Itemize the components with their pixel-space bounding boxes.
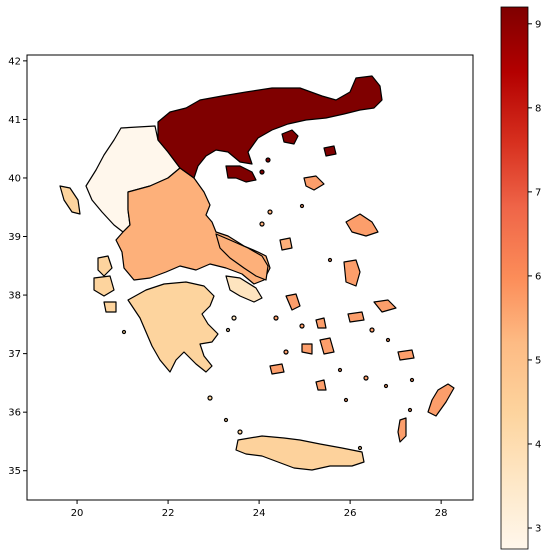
colorbar-tick-label: 8 xyxy=(535,103,541,114)
islet xyxy=(238,430,242,434)
islet xyxy=(225,419,228,422)
x-axis: 20 22 24 26 28 xyxy=(71,500,448,519)
colorbar-tick-label: 5 xyxy=(535,355,541,366)
islet xyxy=(345,399,348,402)
y-tick-label: 36 xyxy=(8,408,21,419)
islet xyxy=(359,447,362,450)
x-tick-label: 20 xyxy=(71,508,84,519)
islet xyxy=(329,259,332,262)
islet xyxy=(268,210,272,214)
x-tick-label: 24 xyxy=(253,508,266,519)
islet xyxy=(284,350,288,354)
region-aegean-paros xyxy=(302,344,312,354)
colorbar-axis: 3 4 5 6 7 8 9 xyxy=(528,19,541,534)
region-aegean-mykonos xyxy=(316,318,326,328)
region-aegean-santorini xyxy=(316,380,326,390)
y-tick-label: 42 xyxy=(8,56,21,67)
y-tick-label: 35 xyxy=(8,466,21,477)
islet xyxy=(411,379,414,382)
x-tick-label: 22 xyxy=(162,508,175,519)
islet xyxy=(300,324,304,328)
islet xyxy=(260,222,264,226)
colorbar-tick-label: 9 xyxy=(535,19,541,30)
region-aegean-chios xyxy=(344,260,360,286)
islet xyxy=(409,409,412,412)
region-aegean-samothrace xyxy=(324,146,336,156)
y-tick-label: 38 xyxy=(8,291,21,302)
x-tick-label: 26 xyxy=(344,508,357,519)
y-tick-label: 40 xyxy=(8,173,21,184)
region-aegean-ikaria xyxy=(348,312,364,322)
region-aegean-kos xyxy=(398,350,414,360)
region-aegean-milos xyxy=(270,364,284,374)
islet xyxy=(123,331,126,334)
islet xyxy=(301,205,304,208)
islet xyxy=(339,369,342,372)
colorbar xyxy=(501,7,528,549)
region-ionian-zakynthos xyxy=(104,302,116,312)
colorbar-tick-label: 7 xyxy=(535,187,541,198)
y-axis: 35 36 37 38 39 40 41 42 xyxy=(8,56,27,477)
islet xyxy=(260,170,264,174)
colorbar-tick-label: 3 xyxy=(535,523,541,534)
y-tick-label: 41 xyxy=(8,115,21,126)
islet xyxy=(385,385,388,388)
islet xyxy=(266,158,270,162)
y-tick-label: 39 xyxy=(8,232,21,243)
islet xyxy=(387,339,390,342)
islet xyxy=(208,396,212,400)
colorbar-tick-label: 6 xyxy=(535,271,541,282)
islet xyxy=(364,376,368,380)
islet xyxy=(370,328,374,332)
x-tick-label: 28 xyxy=(435,508,448,519)
islet xyxy=(274,316,278,320)
y-tick-label: 37 xyxy=(8,349,21,360)
islet xyxy=(232,316,236,320)
region-aegean-skyros xyxy=(280,238,292,250)
colorbar-tick-label: 4 xyxy=(535,439,541,450)
islet xyxy=(227,329,230,332)
